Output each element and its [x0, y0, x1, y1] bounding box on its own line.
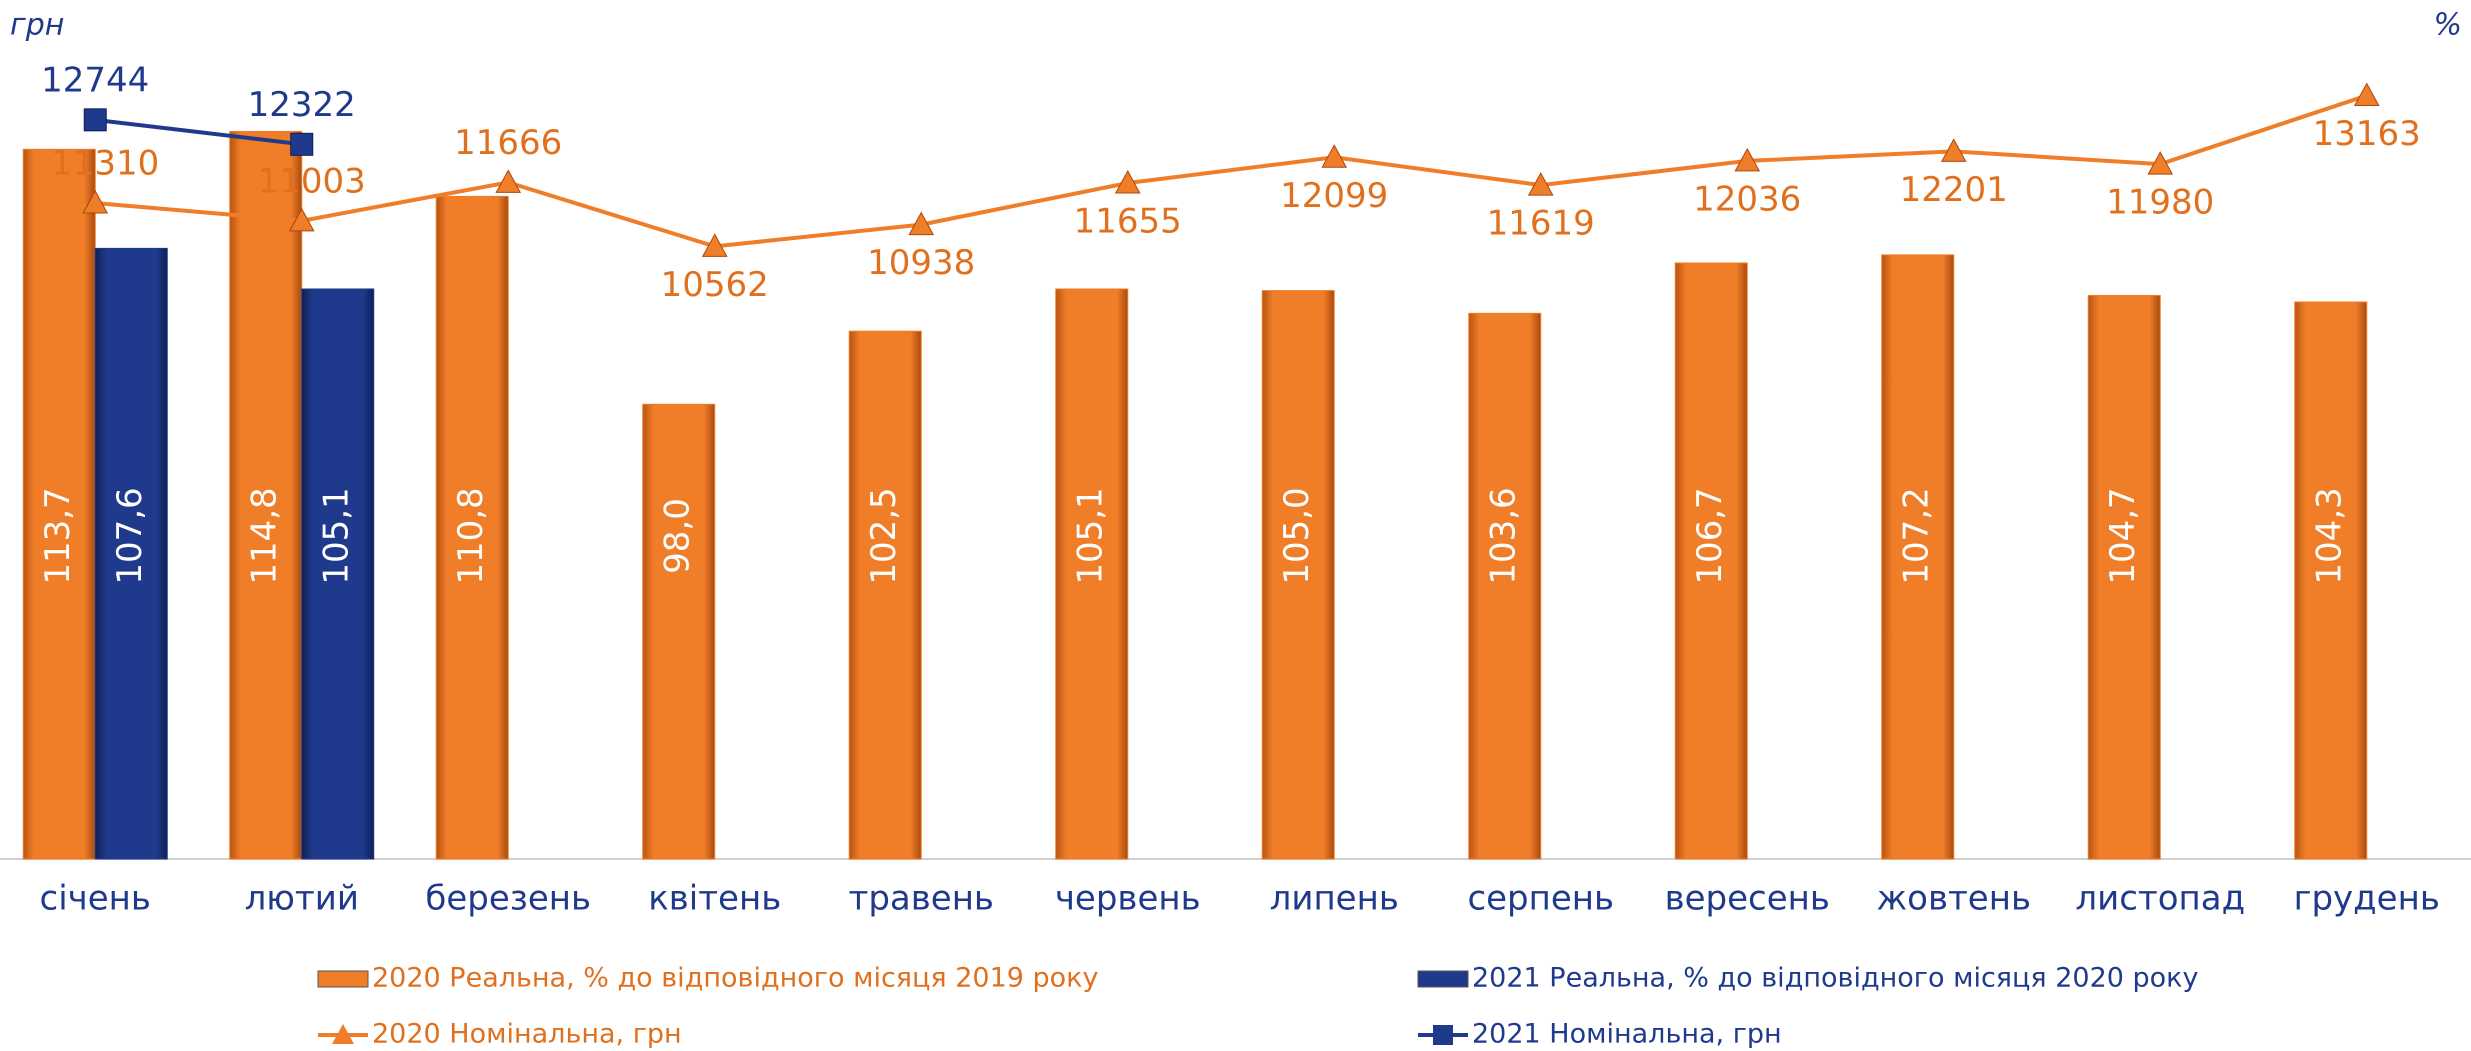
- bar-value-label: 104,7: [2103, 487, 2143, 584]
- line-value-label: 11655: [1074, 202, 1182, 242]
- line-value-label: 11003: [258, 161, 366, 201]
- x-tick-label: травень: [849, 879, 994, 919]
- bar: [1674, 262, 1748, 860]
- legend-label: 2021 Реальна, % до відповідного місяця 2…: [1472, 963, 2198, 994]
- bar: [2294, 301, 2368, 860]
- line-value-label: 12744: [41, 60, 149, 100]
- legend-item: 2021 Реальна, % до відповідного місяця 2…: [1417, 963, 2198, 994]
- bar: [301, 288, 375, 860]
- x-tick-label: серпень: [1467, 879, 1614, 919]
- line: [95, 117, 302, 147]
- bar-value-label: 113,7: [38, 487, 78, 584]
- bar: [229, 130, 303, 860]
- bar: [1881, 254, 1955, 860]
- bar: [94, 247, 168, 860]
- line-value-label: 12099: [1280, 176, 1388, 216]
- bar-value-label: 107,6: [110, 487, 150, 584]
- x-tick-label: жовтень: [1877, 879, 2031, 919]
- line-marker: [1527, 172, 1554, 196]
- line-marker: [288, 207, 315, 232]
- line-marker: [1321, 144, 1348, 168]
- legend-item: 2020 Номінальна, грн: [318, 1019, 682, 1050]
- bar-value-label: 105,0: [1277, 487, 1317, 584]
- line-value-label: 12036: [1693, 179, 1801, 219]
- legend-item: 2020 Реальна, % до відповідного місяця 2…: [317, 963, 1098, 994]
- x-tick-label: березень: [425, 879, 591, 919]
- bar-value-label: 105,1: [1070, 487, 1110, 584]
- line-value-label: 10562: [661, 265, 769, 305]
- bar-value-label: 114,8: [244, 487, 284, 584]
- line-value-label: 11666: [454, 123, 562, 163]
- x-tick-label: грудень: [2294, 879, 2440, 919]
- line-marker: [495, 169, 522, 193]
- x-tick-label: квітень: [648, 879, 781, 919]
- bar: [1055, 288, 1129, 860]
- bar-value-label: 102,5: [864, 487, 904, 584]
- bar: [642, 403, 716, 860]
- bar: [848, 330, 922, 860]
- line-value-label: 13163: [2313, 114, 2421, 154]
- x-tick-label: листопад: [2075, 879, 2245, 919]
- bar: [1468, 312, 1542, 860]
- bar-value-label: 107,2: [1896, 487, 1936, 584]
- x-tick-label: липень: [1270, 879, 1399, 919]
- line-value-label: 12322: [248, 85, 356, 125]
- bar: [22, 148, 96, 860]
- line-marker: [83, 108, 107, 132]
- line-marker: [908, 211, 935, 236]
- x-tick-label: лютий: [245, 879, 359, 919]
- line-marker: [701, 233, 728, 257]
- line-marker: [2147, 151, 2174, 175]
- legend-item: 2021 Номінальна, грн: [1418, 1019, 1782, 1050]
- bar-value-label: 106,7: [1690, 487, 1730, 584]
- legend-label: 2020 Реальна, % до відповідного місяця 2…: [372, 963, 1098, 994]
- y-axis-label: грн: [10, 8, 64, 43]
- legend-swatch: [317, 970, 369, 988]
- line-value-label: 11619: [1487, 204, 1595, 244]
- line-marker: [1940, 138, 1967, 162]
- legend-label: 2020 Номінальна, грн: [372, 1019, 682, 1050]
- line: [95, 93, 2368, 249]
- line-value-label: 12201: [1900, 170, 2008, 210]
- bar: [2087, 294, 2161, 860]
- bar: [435, 195, 509, 860]
- line-value-label: 10938: [867, 243, 975, 283]
- line-marker: [82, 189, 109, 214]
- bar-value-label: 103,6: [1483, 487, 1523, 584]
- legend-swatch: [1417, 970, 1469, 988]
- line-marker: [290, 132, 314, 156]
- bar-value-label: 104,3: [2309, 487, 2349, 584]
- x-tick-label: січень: [40, 879, 151, 919]
- y2-axis-label: %: [2433, 8, 2462, 43]
- legend-marker: [332, 1024, 354, 1044]
- line-marker: [1734, 147, 1761, 172]
- bar: [1261, 290, 1335, 860]
- x-tick-label: вересень: [1665, 879, 1830, 919]
- x-tick-label: червень: [1055, 879, 1201, 919]
- bar-value-label: 105,1: [316, 487, 356, 584]
- line-value-label: 11310: [51, 144, 159, 184]
- line-value-label: 11980: [2106, 183, 2214, 223]
- legend-label: 2021 Номінальна, грн: [1472, 1019, 1782, 1050]
- line-marker: [1114, 169, 1141, 194]
- line-marker: [2353, 82, 2380, 107]
- bar-value-label: 110,8: [451, 487, 491, 584]
- legend-marker: [1433, 1025, 1453, 1045]
- bar-value-label: 98,0: [657, 498, 697, 574]
